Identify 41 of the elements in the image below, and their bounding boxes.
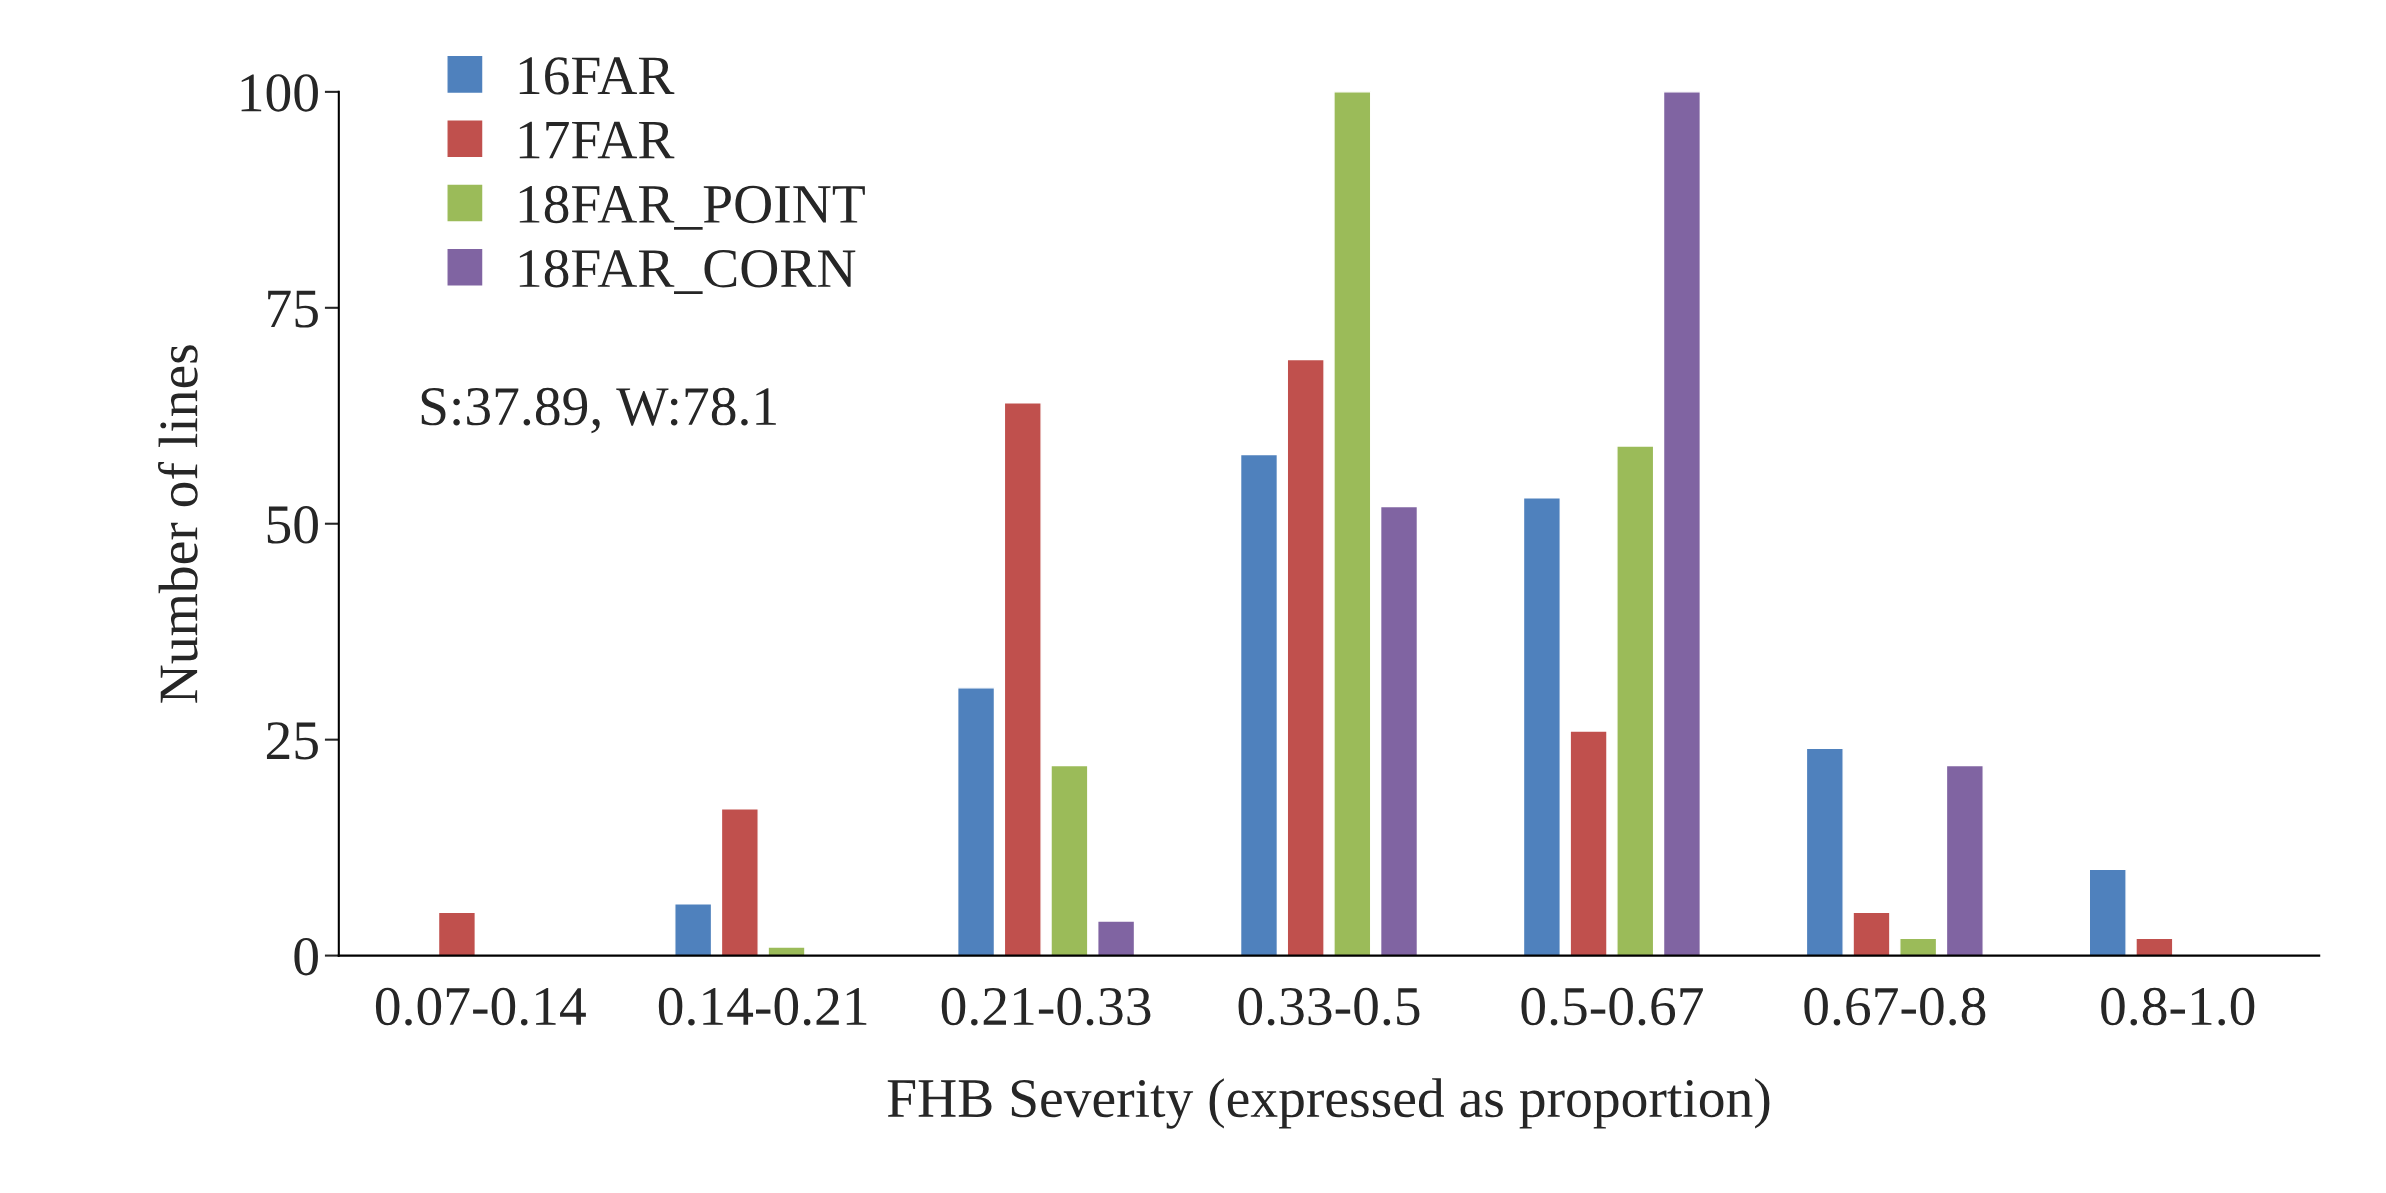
bar: [956, 687, 996, 956]
x-tick-label: 0.07-0.14: [375, 987, 586, 1026]
bar: [1899, 937, 1938, 956]
bar: [1945, 764, 1984, 956]
legend-label: 17FAR: [519, 121, 675, 159]
bar: [1616, 445, 1655, 956]
bar: [674, 903, 713, 956]
bar: [2135, 937, 2174, 956]
bar: [1522, 497, 1561, 956]
x-tick-label: 0.8-1.0: [2101, 987, 2255, 1026]
bar: [1662, 91, 1702, 956]
x-tick-label: 0.21-0.33: [941, 987, 1151, 1026]
y-tick-label: 100: [241, 74, 318, 112]
bar: [1003, 402, 1042, 956]
y-tick-label: 25: [266, 722, 318, 760]
y-tick-label: 50: [267, 506, 318, 544]
bar: [1333, 91, 1372, 956]
bar: [720, 808, 759, 956]
y-axis-title: Number of lines: [158, 345, 198, 703]
bar: [1239, 453, 1279, 956]
y-tick-label: 75: [268, 290, 318, 328]
bar: [1050, 764, 1089, 956]
x-tick-label: 0.67-0.8: [1804, 987, 1986, 1026]
bar: [2088, 868, 2127, 956]
legend-label: 16FAR: [519, 57, 675, 95]
x-tick-label: 0.5-0.67: [1521, 987, 1703, 1026]
x-axis-title: FHB Severity (expressed as proportion): [887, 1078, 1770, 1129]
annotation: S:37.89, W:78.1: [421, 387, 776, 434]
bar: [1852, 911, 1891, 956]
y-tick-label: 0: [294, 937, 318, 976]
bar: [437, 911, 477, 956]
bar: [1569, 730, 1608, 956]
x-tick-label: 0.33-0.5: [1238, 987, 1420, 1026]
legend-label: 18FAR_POINT: [519, 185, 865, 230]
bar: [1805, 747, 1844, 956]
legend-label: 18FAR_CORN: [519, 249, 856, 295]
bar: [1286, 358, 1325, 956]
bar: [1379, 505, 1419, 956]
bar: [767, 946, 806, 956]
bar: [1097, 920, 1136, 956]
x-tick-label: 0.14-0.21: [658, 987, 867, 1026]
